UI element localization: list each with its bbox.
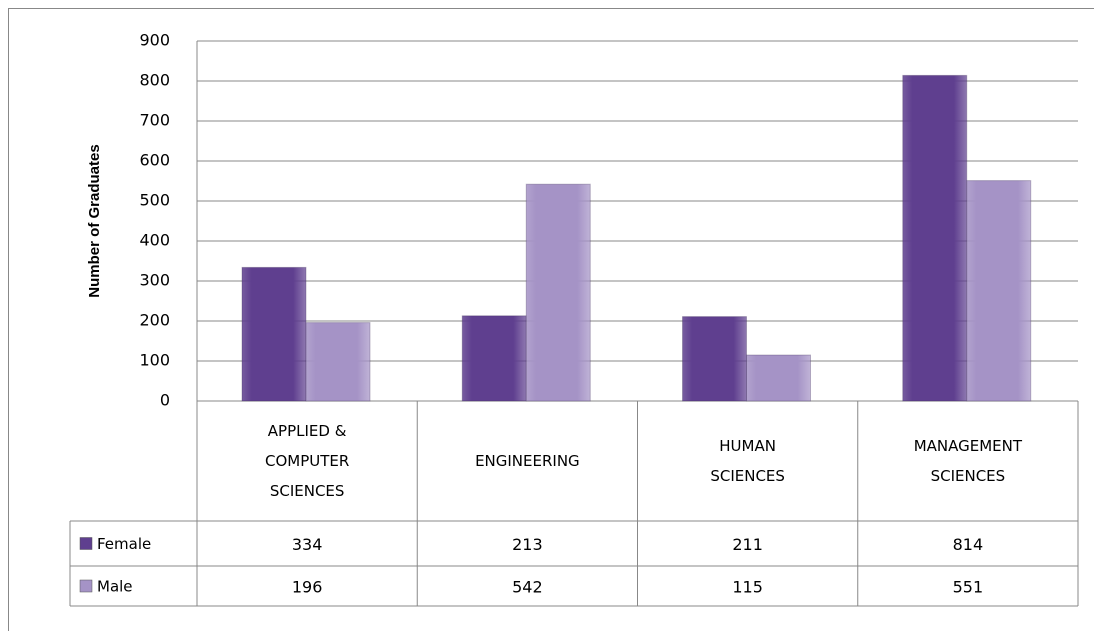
category-cell: MANAGEMENT SCIENCES xyxy=(858,401,1078,521)
category-cell: HUMAN SCIENCES xyxy=(638,401,858,521)
category-cell: ENGINEERING xyxy=(417,401,637,521)
table-value: 213 xyxy=(512,535,543,554)
category-label: ENGINEERING xyxy=(463,446,591,476)
table-value: 211 xyxy=(732,535,763,554)
y-tick-label: 600 xyxy=(139,151,170,170)
bar xyxy=(462,316,526,401)
category-cell: ENGINEERING xyxy=(417,401,637,521)
y-tick-label: 900 xyxy=(139,31,170,50)
category-label: MANAGEMENT SCIENCES xyxy=(904,431,1032,491)
bar xyxy=(306,323,370,401)
bar xyxy=(967,181,1031,401)
legend-label: Female xyxy=(97,535,151,553)
legend-key xyxy=(80,580,92,592)
y-tick-label: 800 xyxy=(139,71,170,90)
y-tick-label: 700 xyxy=(139,111,170,130)
y-axis-label: Number of Graduates xyxy=(86,144,103,297)
bar xyxy=(903,75,967,401)
table-value: 551 xyxy=(953,578,984,597)
table-value: 196 xyxy=(292,578,323,597)
legend-label: Male xyxy=(97,578,133,596)
bar xyxy=(683,317,747,401)
table-value: 334 xyxy=(292,535,323,554)
y-tick-label: 400 xyxy=(139,231,170,250)
legend-key xyxy=(80,538,92,550)
category-cell: APPLIED & COMPUTER SCIENCES xyxy=(197,401,417,521)
y-tick-label: 100 xyxy=(139,351,170,370)
bar xyxy=(242,267,306,401)
y-tick-label: 500 xyxy=(139,191,170,210)
category-cell: APPLIED & COMPUTER SCIENCES xyxy=(197,401,417,521)
table-value: 542 xyxy=(512,578,543,597)
y-tick-label: 300 xyxy=(139,271,170,290)
category-label: APPLIED & COMPUTER SCIENCES xyxy=(243,416,371,506)
bar xyxy=(526,184,590,401)
category-cell: MANAGEMENT SCIENCES xyxy=(858,401,1078,521)
table-value: 115 xyxy=(732,578,763,597)
category-label: HUMAN SCIENCES xyxy=(684,431,812,491)
y-tick-label: 200 xyxy=(139,311,170,330)
table-value: 814 xyxy=(953,535,984,554)
y-tick-label: 0 xyxy=(160,391,170,410)
bar xyxy=(747,355,811,401)
category-cell: HUMAN SCIENCES xyxy=(638,401,858,521)
